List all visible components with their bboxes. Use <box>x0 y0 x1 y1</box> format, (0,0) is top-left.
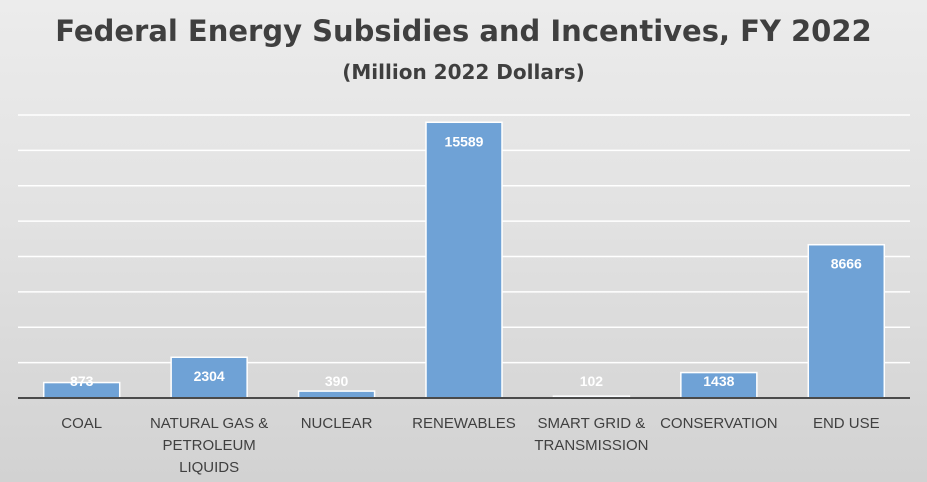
category-label-3: RENEWABLES <box>412 415 516 432</box>
data-label-3: 15589 <box>445 133 484 149</box>
category-label-line: NUCLEAR <box>301 415 373 432</box>
bar-2 <box>297 390 376 399</box>
data-label-2: 390 <box>325 373 349 389</box>
category-label-5: CONSERVATION <box>660 415 778 432</box>
category-label-line: RENEWABLES <box>412 415 516 432</box>
category-label-line: CONSERVATION <box>660 415 778 432</box>
category-label-line: SMART GRID & <box>538 415 646 432</box>
category-label-0: COAL <box>61 415 102 432</box>
data-label-4: 102 <box>580 373 604 389</box>
data-label-1: 2304 <box>194 368 225 384</box>
chart-subtitle: (Million 2022 Dollars) <box>342 60 585 84</box>
category-label-4: SMART GRID & TRANSMISSION <box>534 415 648 454</box>
data-label-5: 1438 <box>703 373 734 389</box>
category-label-line: COAL <box>61 415 102 432</box>
category-label-line: TRANSMISSION <box>534 437 648 454</box>
category-label-line: END USE <box>813 415 880 432</box>
data-label-0: 873 <box>70 373 94 389</box>
category-label-line: LIQUIDS <box>179 459 239 476</box>
bar-5 <box>680 371 758 399</box>
data-label-6: 8666 <box>831 256 862 272</box>
bar-1 <box>170 356 248 399</box>
category-label-line: NATURAL GAS & <box>150 415 268 432</box>
category-label-1: NATURAL GAS & PETROLEUM LIQUIDS <box>150 415 268 476</box>
chart-title: Federal Energy Subsidies and Incentives,… <box>55 14 872 48</box>
category-label-2: NUCLEAR <box>301 415 373 432</box>
bar-3 <box>425 121 503 399</box>
category-label-6: END USE <box>813 415 880 432</box>
bar-6 <box>807 243 886 399</box>
category-label-line: PETROLEUM <box>162 437 255 454</box>
